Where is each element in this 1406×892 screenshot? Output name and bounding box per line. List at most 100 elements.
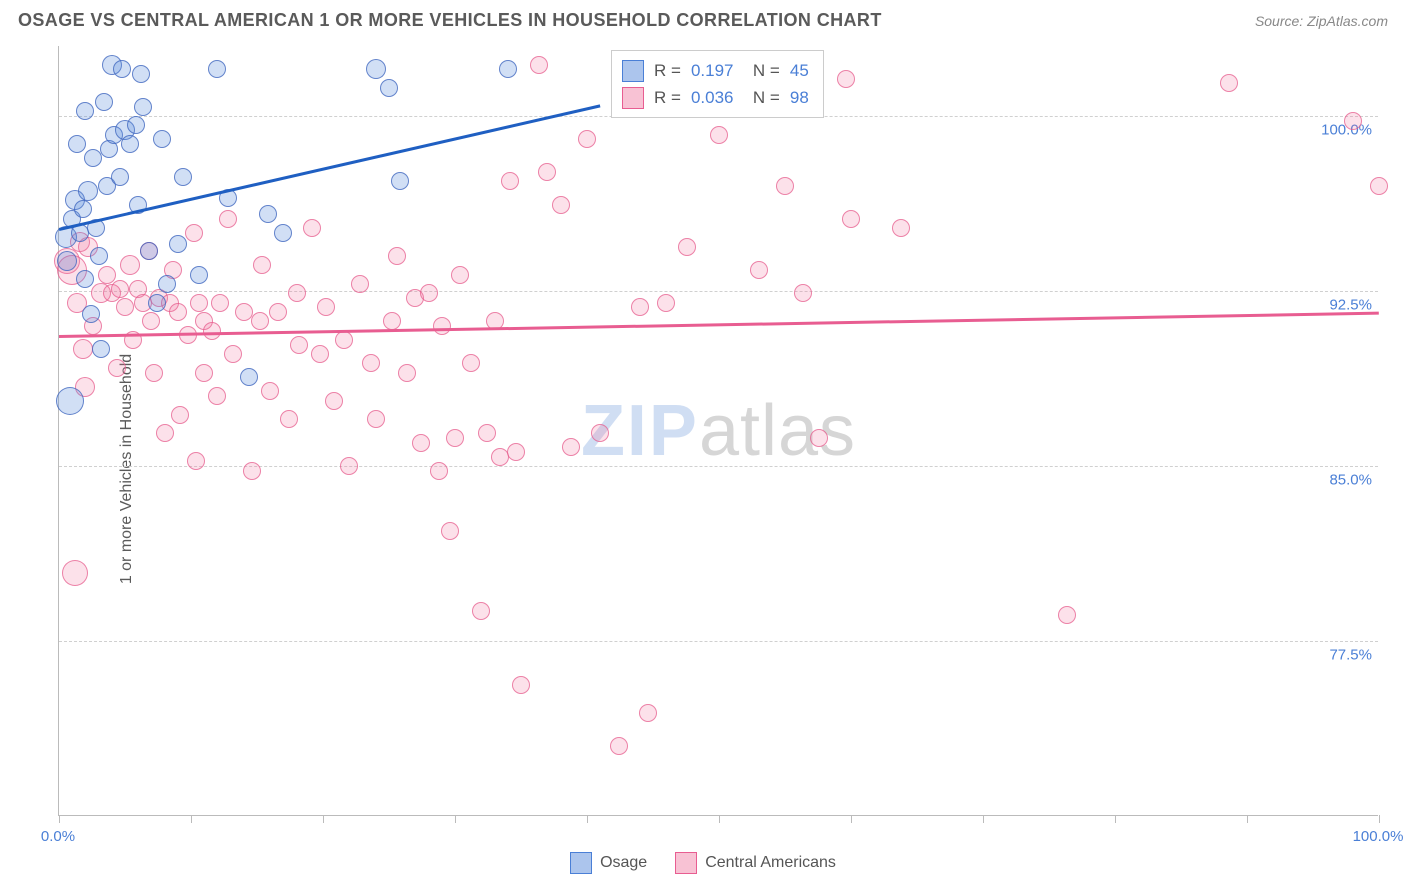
legend-item-central: Central Americans bbox=[675, 852, 836, 874]
data-point bbox=[657, 294, 675, 312]
data-point bbox=[187, 452, 205, 470]
data-point bbox=[169, 235, 187, 253]
swatch-blue-icon bbox=[570, 852, 592, 874]
x-tick bbox=[851, 815, 852, 823]
data-point bbox=[1370, 177, 1388, 195]
x-tick bbox=[455, 815, 456, 823]
data-point bbox=[578, 130, 596, 148]
data-point bbox=[190, 294, 208, 312]
data-point bbox=[153, 130, 171, 148]
data-point bbox=[325, 392, 343, 410]
data-point bbox=[156, 424, 174, 442]
r-value-central: 0.036 bbox=[691, 84, 734, 111]
data-point bbox=[380, 79, 398, 97]
data-point bbox=[158, 275, 176, 293]
data-point bbox=[84, 149, 102, 167]
data-point bbox=[472, 602, 490, 620]
x-tick-label: 100.0% bbox=[1353, 828, 1404, 845]
data-point bbox=[190, 266, 208, 284]
x-tick bbox=[59, 815, 60, 823]
r-value-osage: 0.197 bbox=[691, 57, 734, 84]
data-point bbox=[111, 168, 129, 186]
data-point bbox=[538, 163, 556, 181]
data-point bbox=[1220, 74, 1238, 92]
x-tick-label: 0.0% bbox=[41, 828, 75, 845]
data-point bbox=[95, 93, 113, 111]
data-point bbox=[512, 676, 530, 694]
data-point bbox=[219, 210, 237, 228]
data-point bbox=[269, 303, 287, 321]
data-point bbox=[108, 359, 126, 377]
y-tick-label: 85.0% bbox=[1329, 472, 1372, 489]
data-point bbox=[169, 303, 187, 321]
data-point bbox=[208, 387, 226, 405]
x-tick bbox=[1247, 815, 1248, 823]
data-point bbox=[280, 410, 298, 428]
data-point bbox=[179, 326, 197, 344]
data-point bbox=[121, 135, 139, 153]
legend-stats-row-central: R = 0.036 N = 98 bbox=[622, 84, 809, 111]
data-point bbox=[366, 59, 386, 79]
x-tick bbox=[983, 815, 984, 823]
data-point bbox=[478, 424, 496, 442]
data-point bbox=[145, 364, 163, 382]
data-point bbox=[288, 284, 306, 302]
source-value: ZipAtlas.com bbox=[1307, 13, 1388, 29]
x-tick bbox=[587, 815, 588, 823]
data-point bbox=[631, 298, 649, 316]
data-point bbox=[56, 387, 84, 415]
x-tick bbox=[323, 815, 324, 823]
data-point bbox=[174, 168, 192, 186]
data-point bbox=[430, 462, 448, 480]
x-tick bbox=[719, 815, 720, 823]
data-point bbox=[451, 266, 469, 284]
data-point bbox=[340, 457, 358, 475]
x-tick bbox=[1115, 815, 1116, 823]
data-point bbox=[412, 434, 430, 452]
swatch-pink-icon bbox=[675, 852, 697, 874]
swatch-blue-icon bbox=[622, 60, 644, 82]
data-point bbox=[462, 354, 480, 372]
data-point bbox=[251, 312, 269, 330]
data-point bbox=[433, 317, 451, 335]
n-value-central: 98 bbox=[790, 84, 809, 111]
data-point bbox=[710, 126, 728, 144]
data-point bbox=[140, 242, 158, 260]
data-point bbox=[351, 275, 369, 293]
legend-label-central: Central Americans bbox=[705, 854, 836, 872]
data-point bbox=[243, 462, 261, 480]
data-point bbox=[794, 284, 812, 302]
data-point bbox=[290, 336, 308, 354]
data-point bbox=[62, 560, 88, 586]
data-point bbox=[678, 238, 696, 256]
legend-bottom: Osage Central Americans bbox=[18, 852, 1388, 874]
data-point bbox=[552, 196, 570, 214]
chart-container: 1 or more Vehicles in Household ZIPatlas… bbox=[18, 46, 1388, 892]
data-point bbox=[259, 205, 277, 223]
data-point bbox=[311, 345, 329, 363]
data-point bbox=[76, 270, 94, 288]
x-tick bbox=[1379, 815, 1380, 823]
data-point bbox=[274, 224, 292, 242]
data-point bbox=[134, 98, 152, 116]
data-point bbox=[842, 210, 860, 228]
plot-area: ZIPatlas 77.5%85.0%92.5%100.0%R = 0.197 … bbox=[58, 46, 1378, 816]
data-point bbox=[362, 354, 380, 372]
data-point bbox=[591, 424, 609, 442]
data-point bbox=[76, 102, 94, 120]
data-point bbox=[367, 410, 385, 428]
legend-stats-row-osage: R = 0.197 N = 45 bbox=[622, 57, 809, 84]
gridline bbox=[59, 291, 1378, 292]
data-point bbox=[92, 340, 110, 358]
data-point bbox=[501, 172, 519, 190]
data-point bbox=[750, 261, 768, 279]
data-point bbox=[303, 219, 321, 237]
data-point bbox=[335, 331, 353, 349]
data-point bbox=[73, 339, 93, 359]
data-point bbox=[388, 247, 406, 265]
data-point bbox=[113, 60, 131, 78]
data-point bbox=[1058, 606, 1076, 624]
data-point bbox=[208, 60, 226, 78]
gridline bbox=[59, 641, 1378, 642]
data-point bbox=[203, 322, 221, 340]
